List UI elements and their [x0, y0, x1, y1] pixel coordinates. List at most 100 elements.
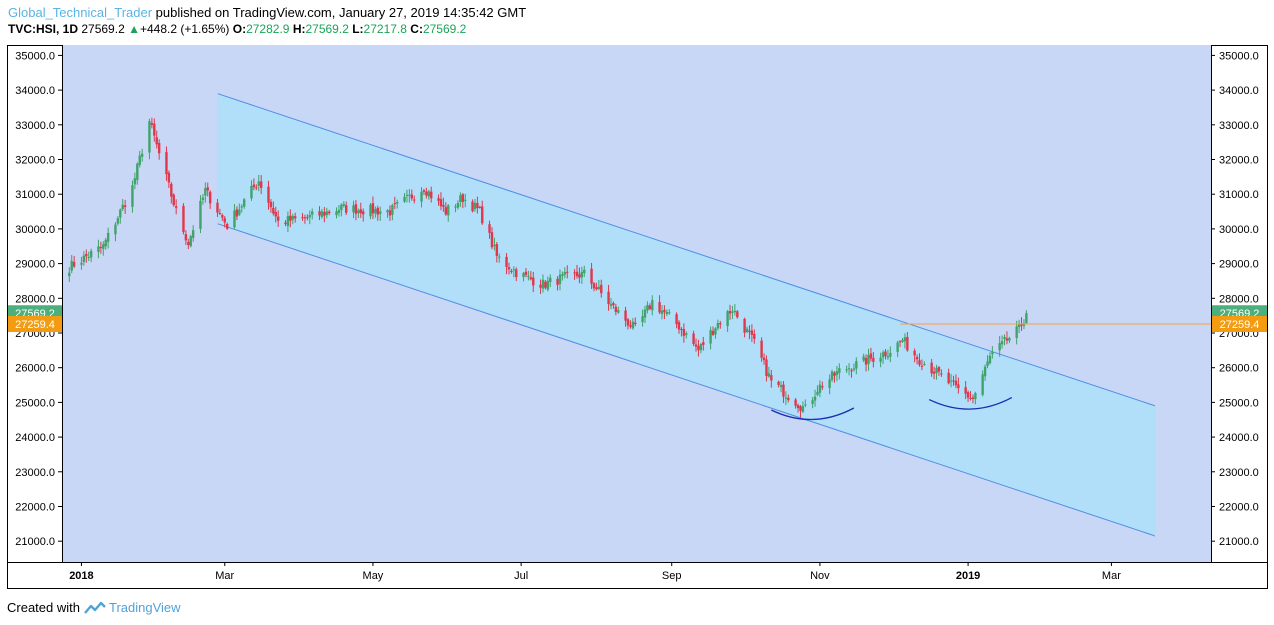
- candle[interactable]: [507, 262, 511, 275]
- candle[interactable]: [301, 212, 304, 221]
- candle[interactable]: [1000, 335, 1004, 349]
- candle[interactable]: [573, 269, 576, 280]
- candle[interactable]: [225, 222, 229, 230]
- candle[interactable]: [267, 180, 270, 210]
- candle[interactable]: [257, 174, 260, 192]
- author-link[interactable]: Global_Technical_Trader: [8, 5, 153, 20]
- candle[interactable]: [308, 210, 311, 225]
- candle[interactable]: [549, 274, 552, 288]
- candle[interactable]: [359, 202, 362, 218]
- candle[interactable]: [981, 370, 984, 397]
- candle[interactable]: [726, 309, 729, 332]
- candle[interactable]: [150, 117, 154, 129]
- candle[interactable]: [393, 196, 396, 210]
- candle[interactable]: [709, 326, 712, 350]
- candle[interactable]: [291, 213, 294, 225]
- candle[interactable]: [189, 234, 192, 248]
- candle[interactable]: [357, 208, 360, 218]
- candle[interactable]: [648, 303, 652, 311]
- candle[interactable]: [284, 220, 287, 227]
- candle[interactable]: [328, 209, 331, 216]
- candle[interactable]: [1008, 336, 1011, 344]
- candle[interactable]: [204, 182, 207, 203]
- candle[interactable]: [597, 279, 601, 291]
- channel-upper-line[interactable]: [217, 93, 1156, 407]
- candle[interactable]: [422, 188, 426, 195]
- candle[interactable]: [425, 187, 428, 199]
- candle[interactable]: [864, 354, 868, 372]
- candle[interactable]: [920, 359, 924, 371]
- candle[interactable]: [386, 209, 389, 218]
- candle[interactable]: [541, 274, 545, 293]
- candle[interactable]: [663, 305, 666, 320]
- rounding-bottom-arc[interactable]: [771, 407, 855, 421]
- candle[interactable]: [937, 365, 941, 376]
- candle[interactable]: [170, 182, 173, 204]
- candle[interactable]: [583, 265, 586, 278]
- candle[interactable]: [743, 317, 746, 338]
- candle[interactable]: [580, 266, 584, 285]
- candle[interactable]: [607, 284, 610, 311]
- candle[interactable]: [600, 279, 603, 298]
- candle[interactable]: [106, 227, 110, 249]
- candle[interactable]: [558, 269, 562, 291]
- candle[interactable]: [153, 118, 156, 142]
- candle[interactable]: [444, 202, 448, 216]
- candle[interactable]: [498, 253, 501, 263]
- candle[interactable]: [303, 214, 307, 224]
- candle[interactable]: [1005, 331, 1009, 345]
- candle[interactable]: [155, 130, 158, 149]
- candle[interactable]: [731, 305, 734, 320]
- candle[interactable]: [255, 184, 258, 191]
- candle[interactable]: [374, 206, 377, 218]
- candle[interactable]: [614, 303, 618, 316]
- candle[interactable]: [403, 193, 406, 203]
- candle[interactable]: [294, 212, 297, 223]
- candle[interactable]: [369, 202, 372, 220]
- candle[interactable]: [563, 267, 567, 279]
- candle[interactable]: [476, 196, 479, 214]
- candle[interactable]: [272, 201, 275, 216]
- candle[interactable]: [410, 189, 414, 201]
- candle[interactable]: [72, 255, 76, 269]
- candle[interactable]: [884, 349, 887, 360]
- candle[interactable]: [371, 196, 375, 220]
- candle[interactable]: [1003, 334, 1006, 346]
- candle[interactable]: [252, 178, 256, 191]
- candle[interactable]: [99, 241, 103, 254]
- candle[interactable]: [590, 262, 593, 290]
- candle[interactable]: [784, 391, 788, 406]
- candle[interactable]: [184, 230, 188, 245]
- candle[interactable]: [835, 366, 839, 382]
- candle[interactable]: [488, 220, 491, 239]
- candle[interactable]: [736, 310, 739, 319]
- candle[interactable]: [391, 203, 394, 221]
- candle[interactable]: [345, 201, 348, 216]
- candle[interactable]: [971, 394, 975, 404]
- candle[interactable]: [172, 193, 175, 207]
- candle[interactable]: [813, 389, 817, 407]
- candle[interactable]: [833, 371, 836, 383]
- candle[interactable]: [493, 237, 496, 251]
- candle[interactable]: [116, 216, 120, 226]
- candle[interactable]: [816, 385, 819, 397]
- candle[interactable]: [753, 329, 756, 344]
- candle[interactable]: [515, 267, 518, 282]
- candle[interactable]: [685, 331, 688, 339]
- candle[interactable]: [821, 381, 824, 391]
- candle[interactable]: [238, 203, 241, 216]
- candle[interactable]: [765, 355, 768, 382]
- candle[interactable]: [646, 301, 649, 314]
- candle[interactable]: [133, 172, 137, 190]
- candle[interactable]: [430, 186, 433, 203]
- candle[interactable]: [867, 348, 870, 371]
- candle[interactable]: [342, 201, 345, 208]
- candle[interactable]: [641, 309, 644, 327]
- candle[interactable]: [233, 204, 236, 229]
- candle[interactable]: [510, 268, 513, 274]
- candle[interactable]: [913, 348, 916, 363]
- candle[interactable]: [408, 189, 411, 203]
- candle[interactable]: [869, 347, 873, 362]
- candle[interactable]: [624, 306, 627, 327]
- candle[interactable]: [998, 335, 1001, 357]
